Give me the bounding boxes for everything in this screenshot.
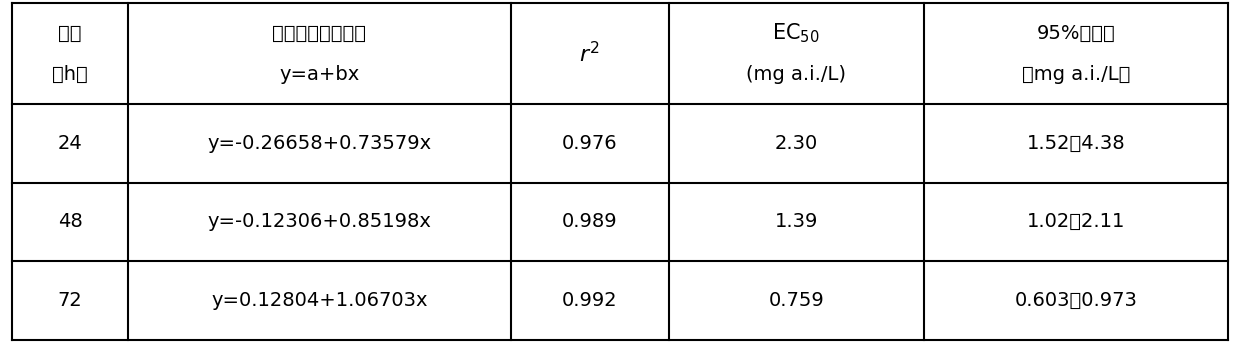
Text: 0.976: 0.976 xyxy=(562,134,618,153)
Text: 24: 24 xyxy=(58,134,83,153)
Text: 1.02～2.11: 1.02～2.11 xyxy=(1027,212,1125,232)
Text: $\mathregular{EC}_{50}$: $\mathregular{EC}_{50}$ xyxy=(773,22,820,46)
Text: 1.52～4.38: 1.52～4.38 xyxy=(1027,134,1125,153)
Text: 0.992: 0.992 xyxy=(562,291,618,310)
Text: 0.989: 0.989 xyxy=(562,212,618,232)
Text: 0.603～0.973: 0.603～0.973 xyxy=(1014,291,1137,310)
Text: （mg a.i./L）: （mg a.i./L） xyxy=(1022,64,1130,83)
Text: 72: 72 xyxy=(58,291,83,310)
Text: 95%置信限: 95%置信限 xyxy=(1037,24,1115,43)
Text: y=-0.12306+0.85198x: y=-0.12306+0.85198x xyxy=(207,212,432,232)
Text: 2.30: 2.30 xyxy=(775,134,818,153)
Text: （h）: （h） xyxy=(52,64,88,83)
Text: (mg a.i./L): (mg a.i./L) xyxy=(746,64,846,83)
Text: 0.759: 0.759 xyxy=(769,291,825,310)
Text: y=0.12804+1.06703x: y=0.12804+1.06703x xyxy=(211,291,428,310)
Text: 1.39: 1.39 xyxy=(775,212,818,232)
Text: y=a+bx: y=a+bx xyxy=(279,64,360,83)
Text: y=-0.26658+0.73579x: y=-0.26658+0.73579x xyxy=(207,134,432,153)
Text: 48: 48 xyxy=(58,212,83,232)
Text: 毒力回归曲线方程: 毒力回归曲线方程 xyxy=(273,24,366,43)
Text: $r^{2}$: $r^{2}$ xyxy=(579,41,600,67)
Text: 时间: 时间 xyxy=(58,24,82,43)
